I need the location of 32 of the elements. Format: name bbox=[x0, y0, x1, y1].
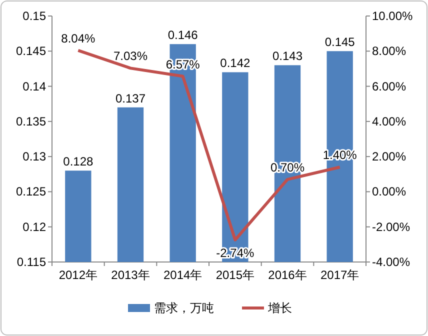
data-label: 8.04% bbox=[61, 31, 96, 46]
y-tick-label: 0.15 bbox=[22, 9, 46, 23]
y2-tick-label: -2.00% bbox=[372, 220, 410, 234]
y2-tick-label: 2.00% bbox=[372, 150, 406, 164]
legend-label: 增长 bbox=[267, 301, 292, 315]
y-tick-label: 0.13 bbox=[22, 150, 46, 164]
x-tick-label: 2016年 bbox=[268, 268, 307, 282]
data-label: 0.128 bbox=[63, 154, 94, 169]
y2-tick-label: 6.00% bbox=[372, 79, 406, 94]
x-tick-label: 2015年 bbox=[216, 268, 255, 282]
y-tick-label: 0.14 bbox=[22, 79, 46, 94]
y-tick-label: 0.125 bbox=[16, 184, 46, 199]
y-tick-label: 0.135 bbox=[16, 114, 46, 128]
y2-tick-label: -4.00% bbox=[372, 255, 410, 269]
y-tick-label: 0.12 bbox=[22, 220, 46, 234]
x-tick-label: 2013年 bbox=[111, 268, 150, 282]
x-tick-label: 2012年 bbox=[58, 268, 98, 282]
legend-label: 需求，万吨 bbox=[154, 301, 214, 315]
y2-tick-label: 4.00% bbox=[372, 114, 406, 128]
y2-tick-label: 8.00% bbox=[372, 44, 406, 58]
y2-tick-label: 0.00% bbox=[372, 184, 406, 199]
data-label: 0.142 bbox=[220, 56, 251, 70]
data-label: 0.145 bbox=[324, 35, 356, 50]
y2-tick-label: 10.00% bbox=[372, 9, 414, 23]
y-tick-label: 0.115 bbox=[16, 255, 46, 269]
data-label: 0.137 bbox=[115, 91, 146, 106]
x-tick-label: 2014年 bbox=[163, 268, 202, 282]
data-label: 0.146 bbox=[168, 28, 198, 42]
data-label: 0.143 bbox=[272, 49, 303, 64]
data-label: 7.03% bbox=[113, 49, 148, 64]
x-tick-label: 2017年 bbox=[320, 268, 360, 282]
y-tick-label: 0.145 bbox=[16, 44, 46, 58]
